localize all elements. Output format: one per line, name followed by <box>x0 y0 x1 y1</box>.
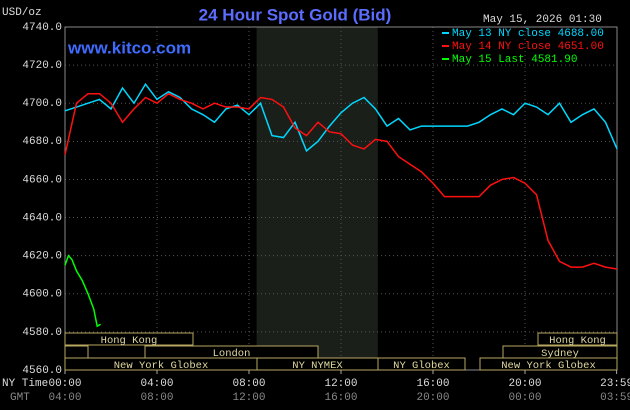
session-label: Hong Kong <box>101 335 158 347</box>
session-label: NY NYMEX <box>292 360 343 372</box>
chart-title: 24 Hour Spot Gold (Bid) <box>199 5 392 24</box>
session-label: Hong Kong <box>549 335 606 347</box>
gmt-tick-label: 16:00 <box>324 392 357 404</box>
x-tick-label: 23:59 <box>600 378 630 390</box>
y-tick-label: 4560.0 <box>22 365 62 377</box>
gmt-tick-label: 03:59 <box>600 392 630 404</box>
session-box <box>64 345 89 359</box>
gmt-tick-label: 20:00 <box>416 392 449 404</box>
y-tick-label: 4660.0 <box>22 174 62 186</box>
session-label: Sydney <box>541 348 579 360</box>
series-line <box>64 92 618 270</box>
x-tick-label: 12:00 <box>324 378 357 390</box>
y-tick-label: 4720.0 <box>22 60 62 72</box>
x2-row-label: GMT <box>10 392 30 404</box>
gmt-tick-label: 08:00 <box>140 392 173 404</box>
gmt-tick-label: 12:00 <box>232 392 265 404</box>
session-box <box>537 332 618 346</box>
session-box <box>377 357 466 371</box>
series-line <box>64 82 618 153</box>
x-tick-label: 08:00 <box>232 378 265 390</box>
y-tick-label: 4640.0 <box>22 212 62 224</box>
session-label: New York Globex <box>501 360 596 372</box>
series-line <box>64 254 102 328</box>
y-tick-label: 4700.0 <box>22 98 62 110</box>
x-tick-label: 20:00 <box>508 378 541 390</box>
session-shade <box>256 27 378 370</box>
session-label: London <box>213 348 251 360</box>
watermark: www.kitco.com <box>67 38 191 57</box>
legend-label: May 13 NY close 4688.00 <box>452 28 604 40</box>
x-tick-label: 04:00 <box>140 378 173 390</box>
session-label: New York Globex <box>114 360 209 372</box>
legend-label: May 14 NY close 4651.00 <box>452 41 604 53</box>
session-label: NY Globex <box>393 360 450 372</box>
legend-label: May 15 Last 4581.90 <box>452 54 577 66</box>
y-tick-label: 4600.0 <box>22 289 62 301</box>
y-tick-label: 4620.0 <box>22 251 62 263</box>
x-tick-label: 00:00 <box>48 378 81 390</box>
gmt-tick-label: 04:00 <box>48 392 81 404</box>
session-box <box>479 357 618 371</box>
gmt-tick-label: 00:00 <box>508 392 541 404</box>
y-tick-label: 4580.0 <box>22 327 62 339</box>
y-tick-label: 4740.0 <box>22 22 62 34</box>
session-box <box>64 332 194 346</box>
y-tick-label: 4680.0 <box>22 136 62 148</box>
x-tick-label: 16:00 <box>416 378 449 390</box>
x-row-label: NY Time <box>2 378 48 390</box>
timestamp: May 15, 2026 01:30 <box>483 14 602 26</box>
y-unit: USD/oz <box>2 7 42 19</box>
